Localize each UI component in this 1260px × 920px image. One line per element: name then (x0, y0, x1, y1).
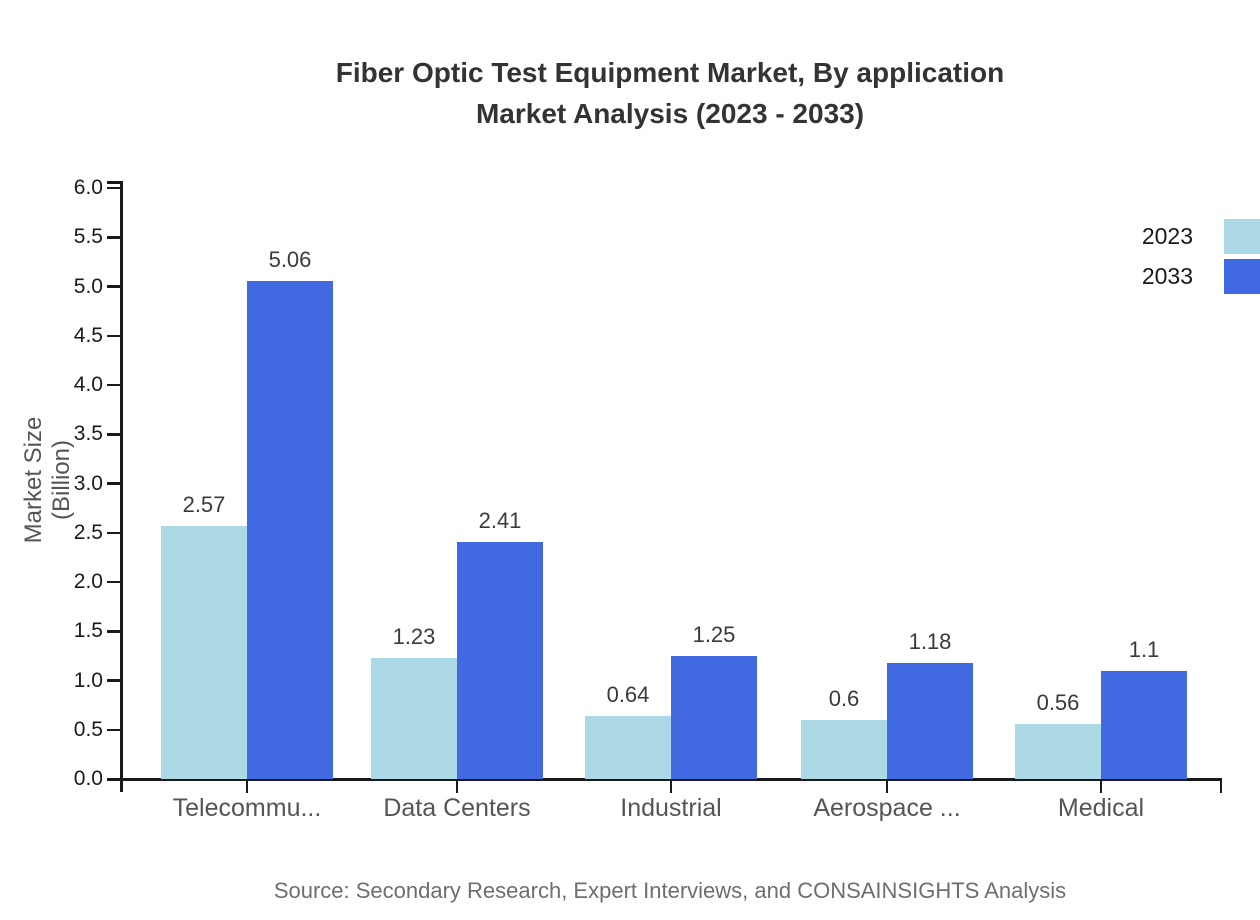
y-tick (107, 777, 123, 781)
bar-value-2033-telecommu: 5.06 (268, 246, 312, 272)
x-axis-end-cap (1219, 779, 1222, 793)
bar-2033-aerospace (887, 662, 973, 779)
x-tick (455, 779, 459, 793)
x-tick (885, 779, 889, 793)
y-tick-label: 5.5 (73, 225, 103, 249)
source-note: Source: Secondary Research, Expert Inter… (273, 878, 1067, 903)
bar-2023-aerospace (801, 719, 887, 779)
y-tick (107, 482, 123, 485)
x-tick (669, 779, 673, 793)
legend-label-2033: 2033 (1141, 263, 1193, 289)
x-tick (1099, 779, 1103, 793)
y-tick (107, 186, 123, 190)
y-tick-label: 5.0 (73, 274, 103, 298)
y-tick (107, 334, 123, 337)
y-tick-label: 2.5 (73, 520, 103, 544)
bar-value-2023-data-centers: 1.23 (392, 623, 436, 649)
legend-swatch-2023 (1224, 219, 1260, 254)
bar-value-2023-aerospace: 0.6 (828, 685, 860, 711)
y-tick-label: 3.0 (73, 471, 103, 495)
y-axis-spine (119, 181, 123, 792)
y-tick-label: 4.5 (73, 323, 103, 347)
x-tick (245, 779, 249, 793)
bar-value-2023-medical: 0.56 (1036, 689, 1080, 715)
legend-swatch-2033 (1224, 259, 1260, 294)
y-tick (107, 236, 123, 239)
x-category-label-data-centers: Data Centers (383, 794, 531, 822)
bar-2023-telecommu (161, 525, 247, 779)
y-tick (107, 531, 123, 534)
bar-2033-industrial (671, 655, 757, 779)
x-category-label-aerospace: Aerospace ... (813, 794, 961, 822)
chart-title: Fiber Optic Test Equipment Market, By ap… (40, 52, 1260, 134)
x-axis-spine (107, 777, 1222, 781)
y-tick-label: 3.5 (73, 422, 103, 446)
legend: 2023 2033 (1100, 219, 1260, 299)
bar-value-2033-aerospace: 1.18 (908, 628, 952, 654)
y-tick (107, 383, 123, 387)
y-tick (107, 728, 123, 731)
x-category-label-telecommu: Telecommu... (172, 794, 322, 822)
y-tick-label: 0.5 (73, 717, 103, 741)
bar-value-2023-industrial: 0.64 (606, 681, 650, 707)
y-tick (107, 285, 123, 288)
bar-value-2023-telecommu: 2.57 (182, 491, 226, 517)
y-tick-label: 6.0 (73, 176, 103, 199)
x-category-label-medical: Medical (1057, 794, 1145, 822)
bar-value-2033-data-centers: 2.41 (478, 507, 522, 533)
bar-value-2033-industrial: 1.25 (692, 621, 736, 647)
y-tick (107, 630, 123, 633)
bar-2023-industrial (585, 715, 671, 779)
y-tick (107, 433, 123, 436)
y-tick-label: 0.0 (73, 767, 103, 790)
y-tick-label: 2.0 (73, 570, 103, 593)
bar-2033-data-centers (457, 541, 543, 779)
y-axis-end-cap (107, 181, 123, 184)
x-category-label-industrial: Industrial (620, 794, 722, 822)
y-tick-label: 1.5 (73, 619, 103, 643)
bar-2033-telecommu (247, 280, 333, 779)
y-tick (107, 679, 123, 682)
chart-title-line-2: Market Analysis (2023 - 2033) (475, 98, 865, 129)
bar-2033-medical (1101, 670, 1187, 779)
bar-2023-data-centers (371, 657, 457, 779)
legend-item-2033: 2033 (1100, 259, 1260, 294)
y-tick-label: 4.0 (73, 373, 103, 396)
y-tick-label: 1.0 (73, 668, 103, 692)
chart-title-line-1: Fiber Optic Test Equipment Market, By ap… (335, 57, 1005, 88)
legend-label-2023: 2023 (1141, 223, 1193, 249)
bar-value-2033-medical: 1.1 (1128, 636, 1160, 662)
bar-2023-medical (1015, 723, 1101, 779)
y-tick (107, 580, 123, 584)
legend-item-2023: 2023 (1100, 219, 1260, 254)
